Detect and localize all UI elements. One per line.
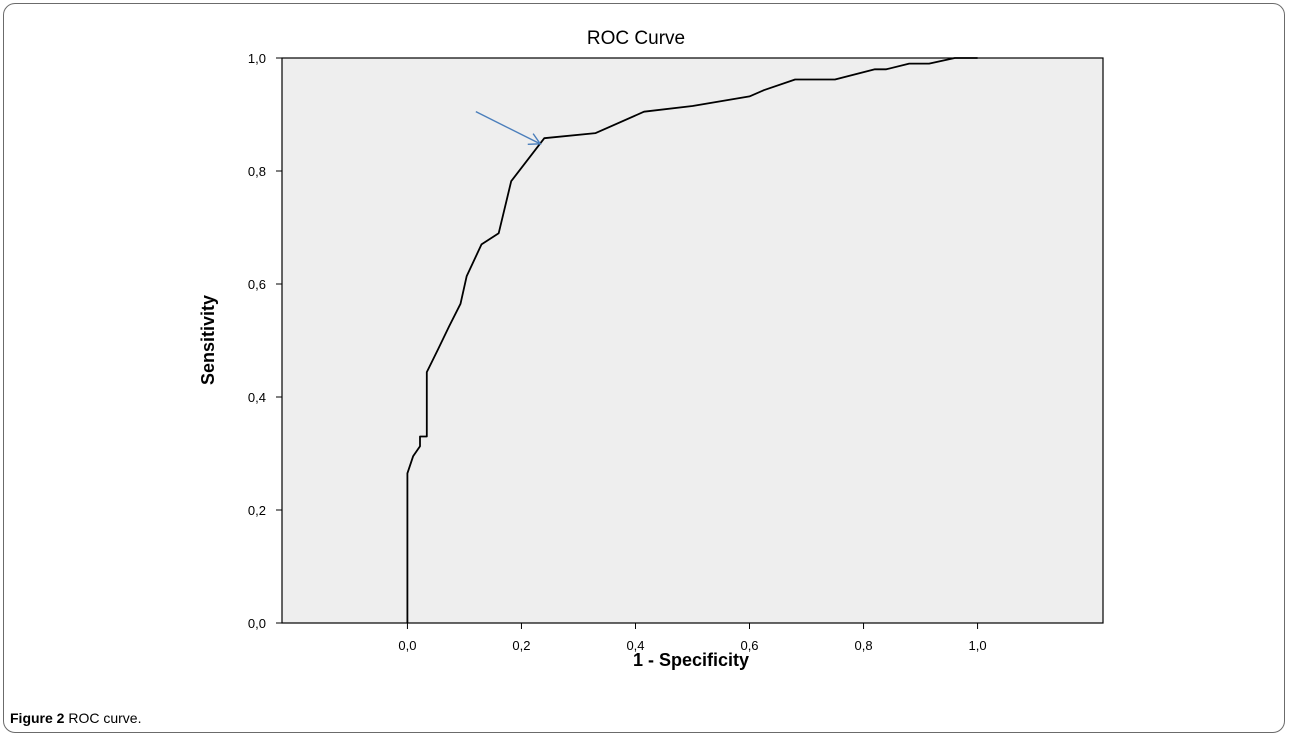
x-axis-ticks: 0,0 0,2 0,4 0,6 0,8 1,0 xyxy=(398,623,987,653)
plot-area xyxy=(281,57,1104,624)
y-axis-label: Sensitivity xyxy=(198,295,218,385)
figure-caption-text: ROC curve. xyxy=(64,710,142,726)
y-tick-label: 0,6 xyxy=(248,277,266,292)
y-tick-label: 0,2 xyxy=(248,503,266,518)
x-tick-label: 0,0 xyxy=(398,638,416,653)
roc-curve-line xyxy=(406,57,978,623)
x-tick-label: 0,4 xyxy=(626,638,644,653)
x-tick-label: 1,0 xyxy=(969,638,987,653)
x-tick-label: 0,6 xyxy=(740,638,758,653)
figure-caption: Figure 2 ROC curve. xyxy=(10,710,141,726)
optimal-cutoff-arrow xyxy=(475,111,542,146)
x-axis-label: 1 - Specificity xyxy=(633,650,749,670)
x-tick-label: 0,2 xyxy=(512,638,530,653)
y-tick-label: 0,4 xyxy=(248,390,266,405)
figure-caption-label: Figure 2 xyxy=(10,710,65,726)
chart-title: ROC Curve xyxy=(587,28,685,49)
y-tick-label: 0,0 xyxy=(248,616,266,631)
x-tick-label: 0,8 xyxy=(855,638,873,653)
y-axis-ticks: 0,0 0,2 0,4 0,6 0,8 1,0 xyxy=(248,51,282,631)
y-tick-label: 0,8 xyxy=(248,164,266,179)
y-tick-label: 1,0 xyxy=(248,51,266,66)
